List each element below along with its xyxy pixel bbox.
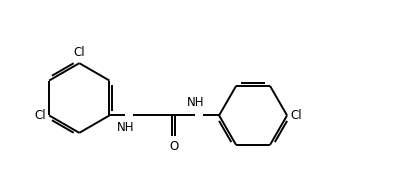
Text: NH: NH	[187, 96, 205, 110]
Text: Cl: Cl	[290, 109, 302, 122]
Text: O: O	[169, 140, 179, 153]
Text: Cl: Cl	[34, 109, 46, 122]
Text: NH: NH	[117, 121, 134, 134]
Text: Cl: Cl	[73, 46, 85, 59]
